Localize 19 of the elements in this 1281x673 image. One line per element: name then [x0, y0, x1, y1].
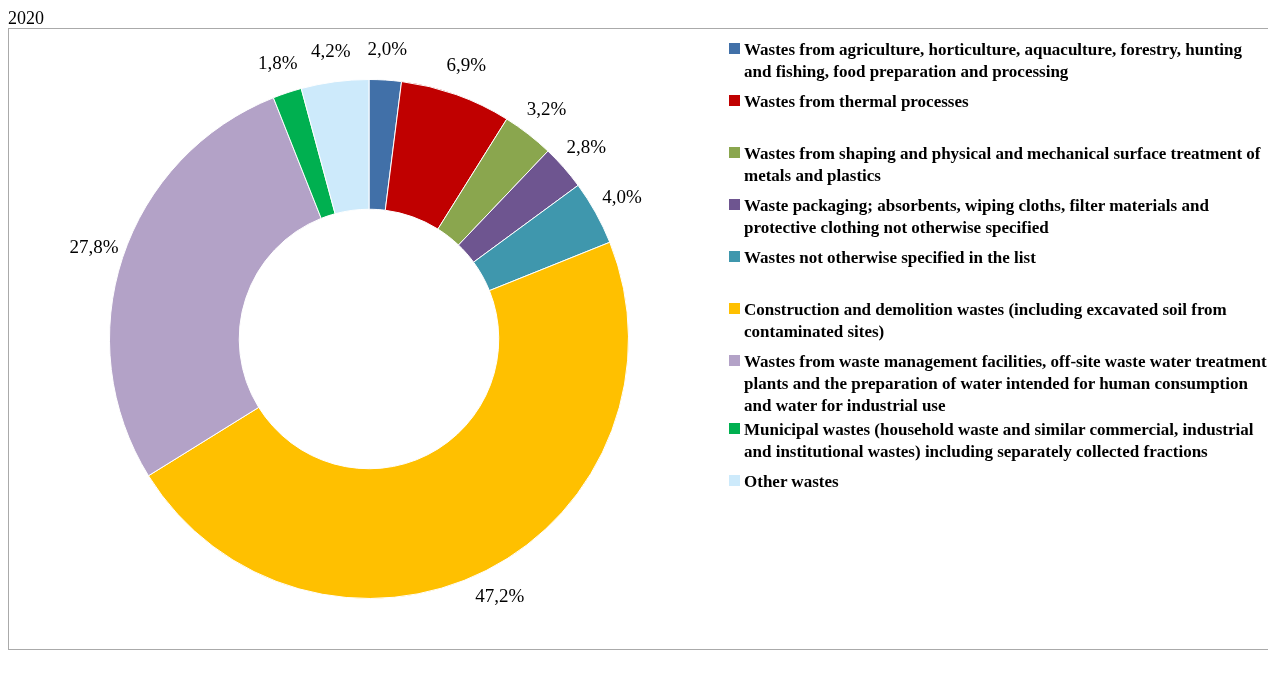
data-label: 1,8% [257, 52, 298, 74]
legend-label: Wastes from waste management facilities, off-site waste water treatment plants and the preparation of water intended for human consumption and water for industrial use [744, 351, 1268, 417]
chart-title: 2020 [8, 8, 45, 28]
data-label: 4,0% [602, 186, 642, 208]
data-label: 4,2% [311, 40, 351, 62]
data-label: 2,8% [566, 135, 607, 157]
data-label: 27,8% [69, 236, 119, 258]
data-label: 2,0% [367, 38, 408, 60]
legend-label: Wastes from agriculture, horticulture, aquaculture, forestry, hunting and fishing, food preparation and processing [744, 39, 1244, 83]
legend-label: Wastes from thermal processes [744, 91, 969, 113]
data-label: 47,2% [475, 585, 525, 607]
data-label: 3,2% [526, 98, 567, 120]
legend-label: Wastes not otherwise specified in the list [744, 247, 1036, 269]
legend-label: Municipal wastes (household waste and similar commercial, industrial and institutional wastes) including separately collected fractions [744, 419, 1255, 463]
legend-label: Construction and demolition wastes (including excavated soil from contaminated sites) [744, 299, 1228, 343]
legend-label: Other wastes [744, 471, 839, 493]
legend-label: Wastes from shaping and physical and mechanical surface treatment of metals and plastics [744, 143, 1262, 187]
legend-label: Waste packaging; absorbents, wiping cloths, filter materials and protective clothing not otherwise specified [744, 195, 1210, 239]
data-label: 6,9% [446, 54, 487, 76]
